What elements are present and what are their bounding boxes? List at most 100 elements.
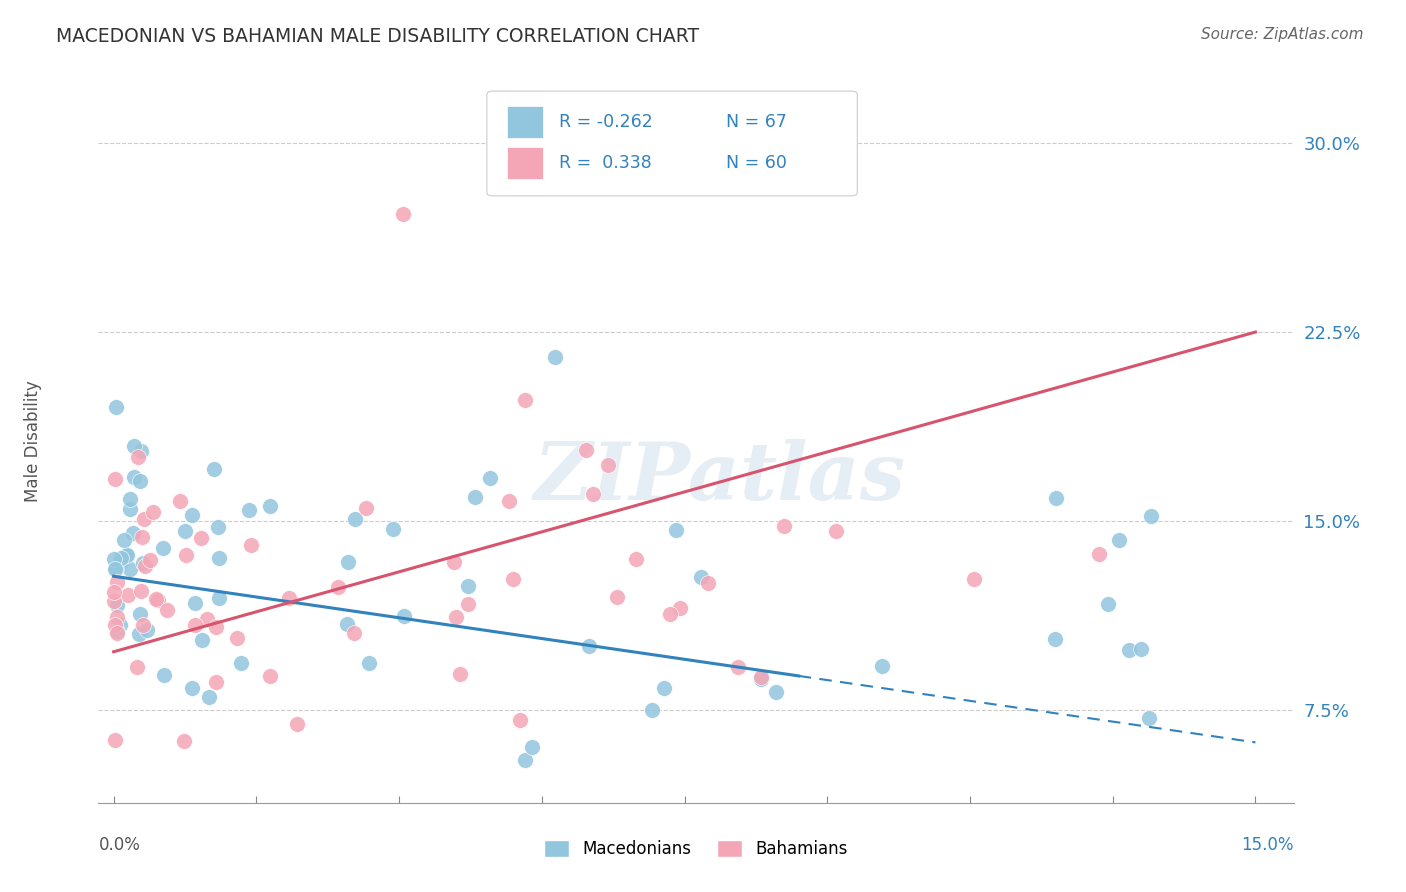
Point [118,562,141,576]
Point [104,401,127,415]
Point [104,562,127,576]
Point [134,559,156,574]
Point [665,523,688,537]
Point [127,450,149,465]
Bar [508,106,543,138]
Point [128,474,150,488]
Text: 15.0%: 15.0% [1241,836,1294,854]
Point [1043,632,1066,646]
Point [131,444,153,458]
Point [749,670,772,684]
Text: R = -0.262: R = -0.262 [558,113,652,131]
Point [115,548,138,562]
Point [464,491,486,505]
Point [354,500,377,515]
Point [145,591,167,606]
Point [1108,533,1130,548]
Point [103,585,125,599]
Point [1137,711,1160,725]
Point [963,572,986,586]
Point [205,620,228,634]
Point [174,548,197,562]
Text: R =  0.338: R = 0.338 [558,154,651,172]
Point [277,591,299,605]
Point [1088,547,1111,561]
Point [120,502,142,516]
Point [208,551,231,566]
Text: N = 60: N = 60 [725,154,787,172]
Point [110,618,132,632]
Point [195,612,218,626]
Point [457,597,479,611]
Text: N = 67: N = 67 [725,113,787,131]
Point [208,591,231,606]
Point [191,632,214,647]
Point [131,556,153,570]
Bar [508,147,543,179]
Point [103,594,125,608]
Point [669,600,692,615]
Point [1140,508,1163,523]
Point [152,541,174,556]
Point [134,511,156,525]
Point [582,487,605,501]
Point [105,625,128,640]
Text: Source: ZipAtlas.com: Source: ZipAtlas.com [1201,27,1364,42]
Text: MACEDONIAN VS BAHAMIAN MALE DISABILITY CORRELATION CHART: MACEDONIAN VS BAHAMIAN MALE DISABILITY C… [56,27,699,45]
Legend: Macedonians, Bahamians: Macedonians, Bahamians [536,832,856,867]
Text: 0.0%: 0.0% [98,836,141,854]
Point [336,555,359,569]
Point [443,555,465,569]
Point [207,520,229,534]
Point [104,618,127,632]
Point [285,717,308,731]
Point [522,740,544,755]
Point [654,681,676,695]
Point [1045,491,1067,505]
Point [190,531,212,545]
Point [146,592,169,607]
Point [142,505,165,519]
Point [513,753,536,767]
Point [689,570,711,584]
Point [239,537,262,551]
Point [444,610,467,624]
Point [479,471,502,485]
Point [122,526,145,541]
Point [122,470,145,484]
Point [513,392,536,407]
Point [394,609,416,624]
Point [105,598,128,612]
Text: ZIPatlas: ZIPatlas [534,439,905,516]
Point [598,458,620,473]
Point [110,551,132,566]
Point [174,524,197,538]
Point [112,533,135,548]
Point [105,575,128,590]
Point [624,552,647,566]
Point [124,438,146,452]
Point [204,674,226,689]
Point [872,658,894,673]
Point [128,627,150,641]
Point [343,626,366,640]
Point [259,669,281,683]
Point [183,617,205,632]
Point [259,499,281,513]
Point [727,660,749,674]
Point [132,617,155,632]
Point [117,588,139,602]
Point [139,553,162,567]
Point [457,579,479,593]
Point [1118,642,1140,657]
Point [449,666,471,681]
FancyBboxPatch shape [486,91,858,196]
Point [1097,597,1119,611]
Point [156,603,179,617]
Point [169,494,191,508]
Point [498,493,520,508]
Point [359,656,381,670]
Point [202,462,225,476]
Point [125,659,148,673]
Point [117,548,139,562]
